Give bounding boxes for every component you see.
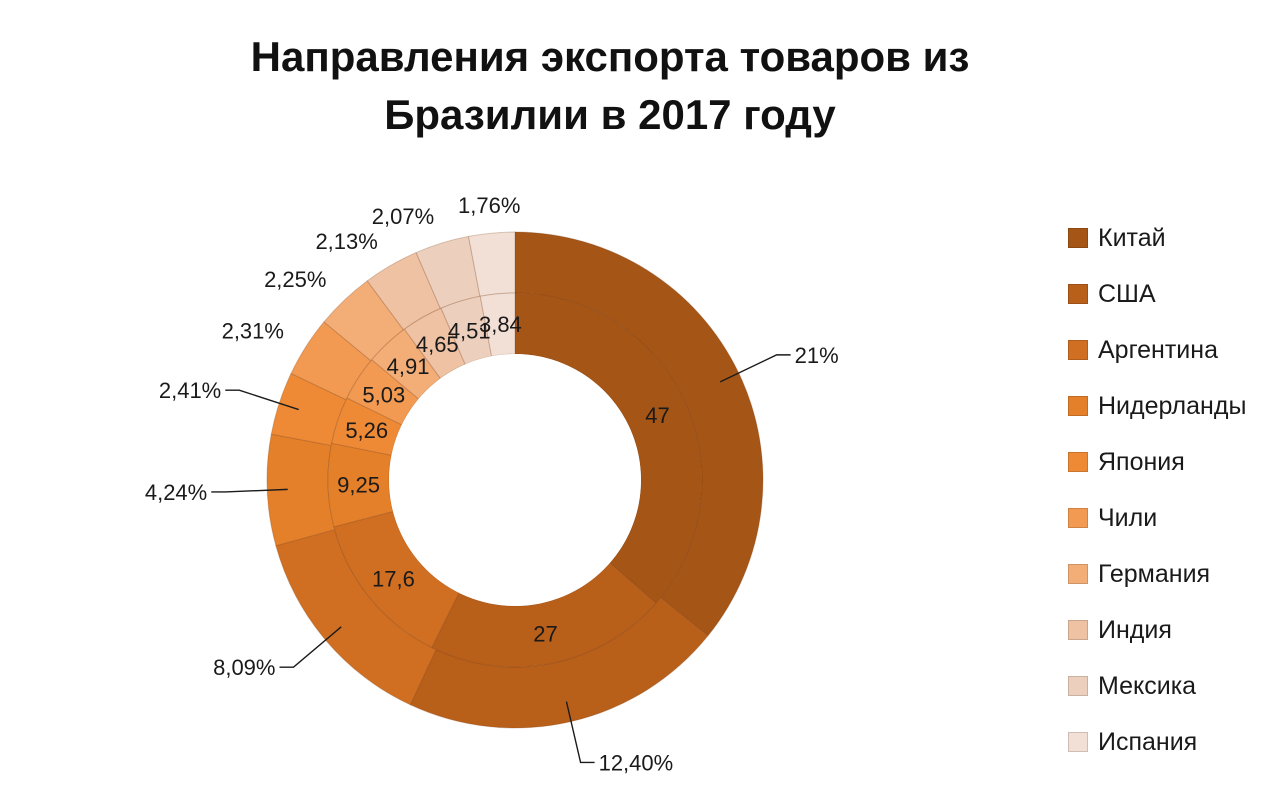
inner-data-label-india: 4,65 bbox=[416, 332, 459, 357]
legend-item-japan: Япония bbox=[1068, 434, 1246, 490]
legend-label-japan: Япония bbox=[1098, 447, 1185, 476]
chart-title-line-2: Бразилии в 2017 году bbox=[384, 91, 836, 138]
legend-swatch-chile bbox=[1068, 508, 1088, 528]
outer-data-label-india: 2,13% bbox=[315, 229, 377, 254]
legend-swatch-japan bbox=[1068, 452, 1088, 472]
outer-data-label-argentina: 8,09% bbox=[213, 655, 275, 680]
legend-item-chile: Чили bbox=[1068, 490, 1246, 546]
legend-item-india: Индия bbox=[1068, 602, 1246, 658]
legend-item-spain: Испания bbox=[1068, 714, 1246, 770]
leader-line-china bbox=[719, 354, 791, 383]
inner-data-label-usa: 27 bbox=[533, 622, 557, 647]
outer-data-label-usa: 12,40% bbox=[599, 750, 674, 775]
legend-label-india: Индия bbox=[1098, 615, 1172, 644]
inner-data-label-argentina: 17,6 bbox=[372, 567, 415, 592]
leader-line-argentina bbox=[279, 626, 342, 668]
inner-data-label-spain: 3,84 bbox=[479, 312, 522, 337]
legend-label-chile: Чили bbox=[1098, 503, 1158, 532]
legend-label-spain: Испания bbox=[1098, 727, 1198, 756]
leader-line-netherlands bbox=[211, 488, 288, 493]
legend-item-argentina: Аргентина bbox=[1068, 322, 1246, 378]
inner-data-label-mexico: 4,51 bbox=[448, 318, 491, 343]
legend-item-germany: Германия bbox=[1068, 546, 1246, 602]
legend-label-argentina: Аргентина bbox=[1098, 335, 1218, 364]
legend-swatch-argentina bbox=[1068, 340, 1088, 360]
inner-data-label-netherlands: 9,25 bbox=[337, 472, 380, 497]
inner-data-label-japan: 5,26 bbox=[345, 418, 388, 443]
legend-item-china: Китай bbox=[1068, 210, 1246, 266]
outer-data-label-germany: 2,25% bbox=[264, 267, 326, 292]
legend-label-netherlands: Нидерланды bbox=[1098, 391, 1247, 420]
donut-hole bbox=[389, 354, 641, 606]
inner-data-label-chile: 5,03 bbox=[362, 383, 405, 408]
leader-line-japan bbox=[225, 389, 299, 411]
outer-data-label-japan: 2,41% bbox=[159, 378, 221, 403]
leader-line-usa bbox=[565, 701, 595, 764]
legend-swatch-india bbox=[1068, 620, 1088, 640]
chart-legend: Китай США Аргентина Нидерланды Япония Чили Гер… bbox=[1068, 210, 1246, 770]
legend-label-usa: США bbox=[1098, 279, 1156, 308]
legend-swatch-germany bbox=[1068, 564, 1088, 584]
outer-data-label-netherlands: 4,24% bbox=[145, 480, 207, 505]
legend-item-usa: США bbox=[1068, 266, 1246, 322]
chart-title-line-1: Направления экспорта товаров из bbox=[250, 33, 970, 80]
legend-item-mexico: Мексика bbox=[1068, 658, 1246, 714]
inner-data-label-germany: 4,91 bbox=[387, 354, 430, 379]
legend-swatch-spain bbox=[1068, 732, 1088, 752]
legend-label-china: Китай bbox=[1098, 223, 1166, 252]
legend-swatch-netherlands bbox=[1068, 396, 1088, 416]
legend-label-mexico: Мексика bbox=[1098, 671, 1197, 700]
outer-data-label-chile: 2,31% bbox=[222, 319, 284, 344]
outer-data-label-mexico: 2,07% bbox=[372, 204, 434, 229]
legend-swatch-mexico bbox=[1068, 676, 1088, 696]
legend-item-netherlands: Нидерланды bbox=[1068, 378, 1246, 434]
outer-data-label-spain: 1,76% bbox=[458, 193, 520, 218]
legend-label-germany: Германия bbox=[1098, 559, 1211, 588]
chart-title: Направления экспорта товаров из Бразилии… bbox=[110, 28, 1110, 144]
donut-chart: 21%12,40%8,09%4,24%2,41%2,31%2,25%2,13%2… bbox=[145, 193, 839, 775]
outer-data-label-china: 21% bbox=[795, 343, 839, 368]
legend-swatch-china bbox=[1068, 228, 1088, 248]
legend-swatch-usa bbox=[1068, 284, 1088, 304]
inner-data-label-china: 47 bbox=[645, 403, 669, 428]
